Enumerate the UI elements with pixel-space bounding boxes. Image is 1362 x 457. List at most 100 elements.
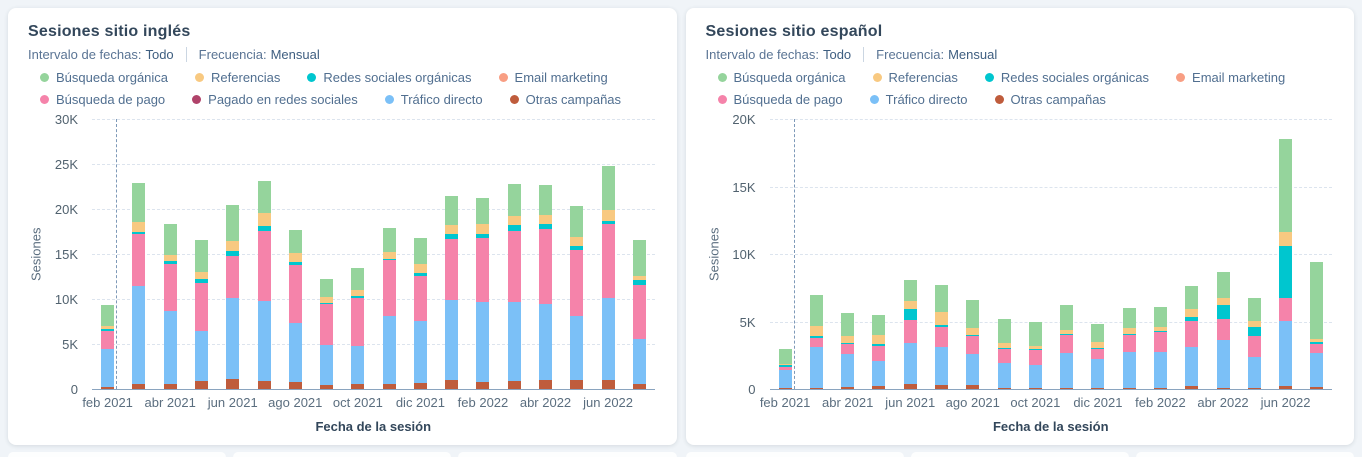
bar-segment[interactable] bbox=[570, 380, 584, 389]
bar-segment[interactable] bbox=[382, 258, 396, 261]
bar-segment[interactable] bbox=[1122, 335, 1136, 352]
bar-segment[interactable] bbox=[1060, 352, 1074, 388]
bar-segment[interactable] bbox=[1091, 341, 1105, 348]
legend-item[interactable]: Tráfico directo bbox=[384, 92, 483, 107]
bar-segment[interactable] bbox=[570, 236, 584, 246]
bar-segment[interactable] bbox=[382, 252, 396, 259]
bar-segment[interactable] bbox=[257, 226, 271, 231]
bar-segment[interactable] bbox=[194, 330, 208, 382]
legend-item[interactable]: Búsqueda orgánica bbox=[717, 70, 846, 85]
bar-segment[interactable] bbox=[903, 343, 917, 384]
bar-segment[interactable] bbox=[320, 384, 334, 389]
bar-segment[interactable] bbox=[601, 380, 615, 389]
bar-segment[interactable] bbox=[539, 224, 553, 229]
bar-segment[interactable] bbox=[413, 383, 427, 389]
bar-segment[interactable] bbox=[966, 328, 980, 335]
bar-segment[interactable] bbox=[539, 379, 553, 389]
bar-segment[interactable] bbox=[1060, 335, 1074, 353]
bar-segment[interactable] bbox=[539, 215, 553, 225]
bar-segment[interactable] bbox=[632, 280, 646, 285]
bar-segment[interactable] bbox=[1153, 332, 1167, 352]
bar-segment[interactable] bbox=[413, 320, 427, 384]
bar-segment[interactable] bbox=[1028, 345, 1042, 350]
bar-segment[interactable] bbox=[809, 294, 823, 326]
bar-segment[interactable] bbox=[1185, 320, 1199, 348]
bar-segment[interactable] bbox=[382, 227, 396, 253]
bar-segment[interactable] bbox=[163, 383, 177, 389]
bar-segment[interactable] bbox=[194, 239, 208, 272]
bar-segment[interactable] bbox=[1153, 306, 1167, 327]
bar-segment[interactable] bbox=[445, 380, 459, 389]
bar-segment[interactable] bbox=[1279, 232, 1293, 246]
legend-item[interactable]: Búsqueda orgánica bbox=[40, 70, 168, 85]
legend-item[interactable]: Otras campañas bbox=[509, 92, 621, 107]
bar-segment[interactable] bbox=[903, 383, 917, 389]
bar-segment[interactable] bbox=[1060, 387, 1074, 389]
bar-segment[interactable] bbox=[935, 384, 949, 389]
legend-item[interactable]: Búsqueda de pago bbox=[717, 92, 843, 107]
bar-segment[interactable] bbox=[1279, 245, 1293, 298]
bar-segment[interactable] bbox=[997, 388, 1011, 389]
bar-segment[interactable] bbox=[445, 196, 459, 226]
bar-segment[interactable] bbox=[809, 347, 823, 389]
bar-segment[interactable] bbox=[351, 295, 365, 299]
bar-segment[interactable] bbox=[226, 251, 240, 256]
bar-segment[interactable] bbox=[1185, 286, 1199, 310]
bar-segment[interactable] bbox=[132, 383, 146, 389]
bar-segment[interactable] bbox=[601, 298, 615, 380]
bar-segment[interactable] bbox=[226, 298, 240, 380]
bar-segment[interactable] bbox=[997, 348, 1011, 364]
bar-segment[interactable] bbox=[1122, 308, 1136, 329]
bar-segment[interactable] bbox=[966, 353, 980, 385]
bar-segment[interactable] bbox=[288, 264, 302, 324]
bar-segment[interactable] bbox=[413, 275, 427, 321]
legend-item[interactable]: Otras campañas bbox=[994, 92, 1106, 107]
bar-segment[interactable] bbox=[872, 345, 886, 361]
bar-segment[interactable] bbox=[101, 387, 115, 389]
bar-segment[interactable] bbox=[1185, 317, 1199, 321]
bar-segment[interactable] bbox=[841, 353, 855, 387]
bar-segment[interactable] bbox=[1091, 348, 1105, 360]
bar-segment[interactable] bbox=[1091, 359, 1105, 388]
bar-segment[interactable] bbox=[778, 348, 792, 365]
bar-segment[interactable] bbox=[966, 336, 980, 354]
bar-segment[interactable] bbox=[101, 326, 115, 329]
bar-segment[interactable] bbox=[257, 230, 271, 301]
bar-segment[interactable] bbox=[194, 282, 208, 331]
bar-segment[interactable] bbox=[288, 229, 302, 254]
legend-item[interactable]: Pagado en redes sociales bbox=[192, 92, 358, 107]
bar-segment[interactable] bbox=[413, 272, 427, 276]
bar-segment[interactable] bbox=[476, 224, 490, 235]
legend-item[interactable]: Email marketing bbox=[1176, 70, 1285, 85]
bar-segment[interactable] bbox=[997, 343, 1011, 348]
bar-segment[interactable] bbox=[288, 262, 302, 265]
legend-item[interactable]: Tráfico directo bbox=[869, 92, 968, 107]
bar-segment[interactable] bbox=[476, 301, 490, 382]
bar-segment[interactable] bbox=[1122, 387, 1136, 389]
bar-segment[interactable] bbox=[632, 239, 646, 276]
bar-segment[interactable] bbox=[1028, 388, 1042, 389]
legend-item[interactable]: Redes sociales orgánicas bbox=[984, 70, 1149, 85]
bar-segment[interactable] bbox=[539, 304, 553, 380]
bar-segment[interactable] bbox=[507, 301, 521, 381]
bar-segment[interactable] bbox=[382, 383, 396, 389]
bar-segment[interactable] bbox=[1028, 364, 1042, 389]
bar-segment[interactable] bbox=[809, 388, 823, 389]
bar-segment[interactable] bbox=[1185, 309, 1199, 318]
bar-segment[interactable] bbox=[570, 316, 584, 380]
bar-segment[interactable] bbox=[226, 204, 240, 242]
bar-segment[interactable] bbox=[539, 228, 553, 305]
bar-segment[interactable] bbox=[257, 380, 271, 389]
bar-segment[interactable] bbox=[632, 275, 646, 281]
bar-segment[interactable] bbox=[778, 365, 792, 367]
bar-segment[interactable] bbox=[872, 343, 886, 346]
bar-segment[interactable] bbox=[476, 198, 490, 225]
bar-segment[interactable] bbox=[809, 335, 823, 338]
bar-segment[interactable] bbox=[1153, 387, 1167, 389]
bar-segment[interactable] bbox=[101, 328, 115, 331]
bar-segment[interactable] bbox=[1216, 272, 1230, 298]
bar-segment[interactable] bbox=[1060, 305, 1074, 330]
bar-segment[interactable] bbox=[351, 268, 365, 290]
bar-segment[interactable] bbox=[1310, 342, 1324, 345]
bar-segment[interactable] bbox=[1279, 139, 1293, 233]
